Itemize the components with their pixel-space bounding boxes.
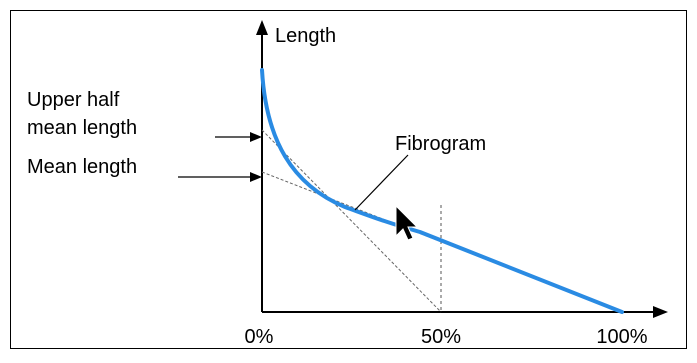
upper-half-label-line1: Upper half	[27, 89, 120, 111]
fibrogram-label: Fibrogram	[395, 133, 486, 155]
upper-half-pointer-arrowhead	[250, 132, 262, 142]
x-tick-100: 100%	[596, 326, 647, 348]
y-axis-label: Length	[275, 25, 336, 47]
fibrogram-curve	[260, 68, 624, 314]
fibrogram-leader-line	[354, 154, 409, 211]
mean-length-label: Mean length	[27, 156, 137, 178]
upper-half-label-line2: mean length	[27, 117, 137, 139]
figure-border	[10, 10, 687, 349]
y-axis-arrowhead	[256, 20, 268, 35]
upper-half-tangent-line	[261, 129, 442, 313]
x-tick-50: 50%	[421, 326, 461, 348]
x-tick-0: 0%	[245, 326, 274, 348]
mean-length-pointer-arrowhead	[250, 172, 262, 182]
mouse-cursor-icon	[395, 204, 419, 241]
x-axis-arrowhead	[653, 306, 668, 318]
